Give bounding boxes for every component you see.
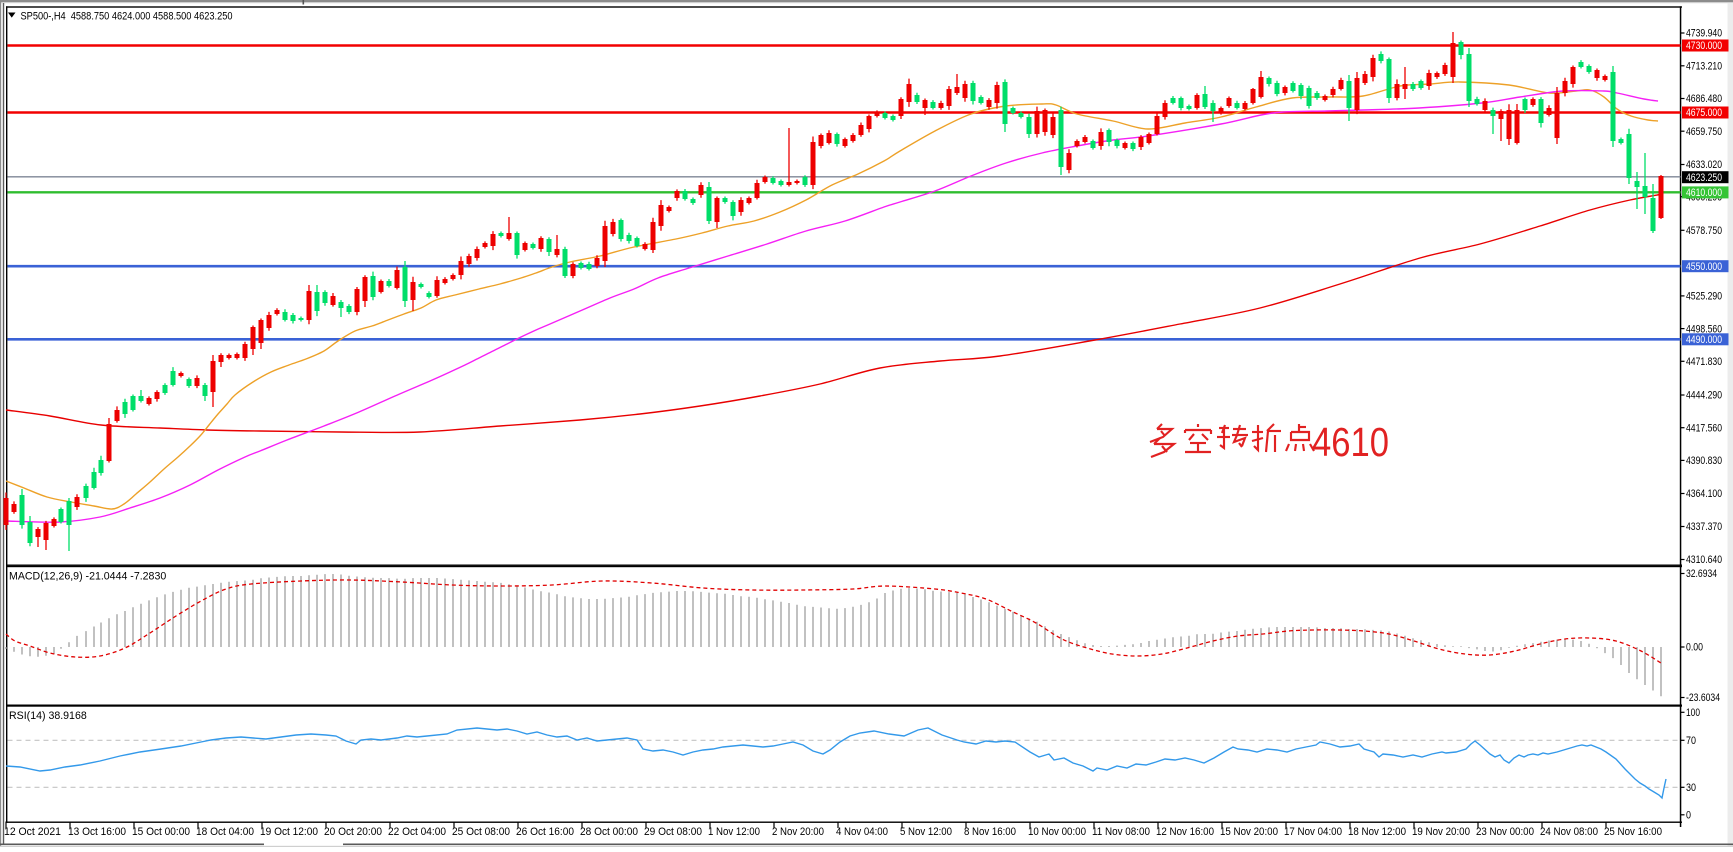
svg-text:-23.6034: -23.6034 (1686, 692, 1720, 704)
svg-text:30: 30 (1686, 782, 1696, 794)
svg-text:4490.000: 4490.000 (1686, 334, 1722, 346)
svg-text:4364.100: 4364.100 (1686, 488, 1722, 500)
svg-text:8 Nov 16:00: 8 Nov 16:00 (964, 826, 1016, 838)
svg-text:12 Oct 2021: 12 Oct 2021 (4, 826, 61, 838)
svg-text:100: 100 (1686, 707, 1700, 719)
svg-text:4610: 4610 (1312, 419, 1389, 465)
svg-text:26 Oct 16:00: 26 Oct 16:00 (516, 826, 574, 838)
svg-text:2 Nov 20:00: 2 Nov 20:00 (772, 826, 824, 838)
svg-text:4730.000: 4730.000 (1686, 40, 1722, 52)
svg-text:4659.750: 4659.750 (1686, 126, 1722, 138)
svg-text:29 Oct 08:00: 29 Oct 08:00 (644, 826, 702, 838)
svg-text:4686.480: 4686.480 (1686, 93, 1722, 105)
svg-text:4610.000: 4610.000 (1686, 187, 1722, 199)
svg-text:4 Nov 04:00: 4 Nov 04:00 (836, 826, 888, 838)
svg-text:0.00: 0.00 (1686, 642, 1703, 654)
svg-text:4471.830: 4471.830 (1686, 356, 1722, 368)
svg-text:4550.000: 4550.000 (1686, 261, 1722, 273)
svg-text:18 Oct 04:00: 18 Oct 04:00 (196, 826, 254, 838)
svg-text:17 Nov 04:00: 17 Nov 04:00 (1284, 826, 1342, 838)
svg-text:15 Oct 00:00: 15 Oct 00:00 (132, 826, 190, 838)
svg-text:28 Oct 00:00: 28 Oct 00:00 (580, 826, 638, 838)
svg-text:10 Nov 00:00: 10 Nov 00:00 (1028, 826, 1086, 838)
svg-text:MACD(12,26,9) -21.0444 -7.2830: MACD(12,26,9) -21.0444 -7.2830 (9, 571, 166, 583)
svg-text:15 Nov 20:00: 15 Nov 20:00 (1220, 826, 1278, 838)
svg-text:4739.940: 4739.940 (1686, 28, 1722, 40)
svg-text:23 Nov 00:00: 23 Nov 00:00 (1476, 826, 1534, 838)
svg-text:4310.640: 4310.640 (1686, 554, 1722, 566)
svg-text:4623.250: 4623.250 (1686, 172, 1722, 184)
svg-text:25 Oct 08:00: 25 Oct 08:00 (452, 826, 510, 838)
svg-text:18 Nov 12:00: 18 Nov 12:00 (1348, 826, 1406, 838)
svg-text:5 Nov 12:00: 5 Nov 12:00 (900, 826, 952, 838)
svg-text:4444.290: 4444.290 (1686, 390, 1722, 402)
svg-text:32.6934: 32.6934 (1686, 568, 1717, 580)
svg-text:SP500-,H4 4588.750 4624.000 4: SP500-,H4 4588.750 4624.000 4588.500 462… (21, 11, 233, 23)
svg-text:4390.830: 4390.830 (1686, 455, 1722, 467)
svg-text:4713.210: 4713.210 (1686, 61, 1722, 73)
svg-text:70: 70 (1686, 735, 1696, 747)
svg-text:4337.370: 4337.370 (1686, 521, 1722, 533)
svg-text:12 Nov 16:00: 12 Nov 16:00 (1156, 826, 1214, 838)
svg-text:4578.750: 4578.750 (1686, 225, 1722, 237)
svg-text:4525.290: 4525.290 (1686, 291, 1722, 303)
svg-text:13 Oct 16:00: 13 Oct 16:00 (68, 826, 126, 838)
svg-text:24 Nov 08:00: 24 Nov 08:00 (1540, 826, 1598, 838)
svg-text:4633.020: 4633.020 (1686, 159, 1722, 171)
svg-text:4417.560: 4417.560 (1686, 422, 1722, 434)
svg-text:4675.000: 4675.000 (1686, 107, 1722, 119)
svg-text:22 Oct 04:00: 22 Oct 04:00 (388, 826, 446, 838)
svg-text:25 Nov 16:00: 25 Nov 16:00 (1604, 826, 1662, 838)
svg-text:0: 0 (1686, 810, 1691, 822)
svg-text:19 Nov 20:00: 19 Nov 20:00 (1412, 826, 1470, 838)
svg-text:11 Nov 08:00: 11 Nov 08:00 (1092, 826, 1150, 838)
svg-text:19 Oct 12:00: 19 Oct 12:00 (260, 826, 318, 838)
svg-text:20 Oct 20:00: 20 Oct 20:00 (324, 826, 382, 838)
svg-text:1 Nov 12:00: 1 Nov 12:00 (708, 826, 760, 838)
svg-text:RSI(14) 38.9168: RSI(14) 38.9168 (9, 710, 87, 722)
